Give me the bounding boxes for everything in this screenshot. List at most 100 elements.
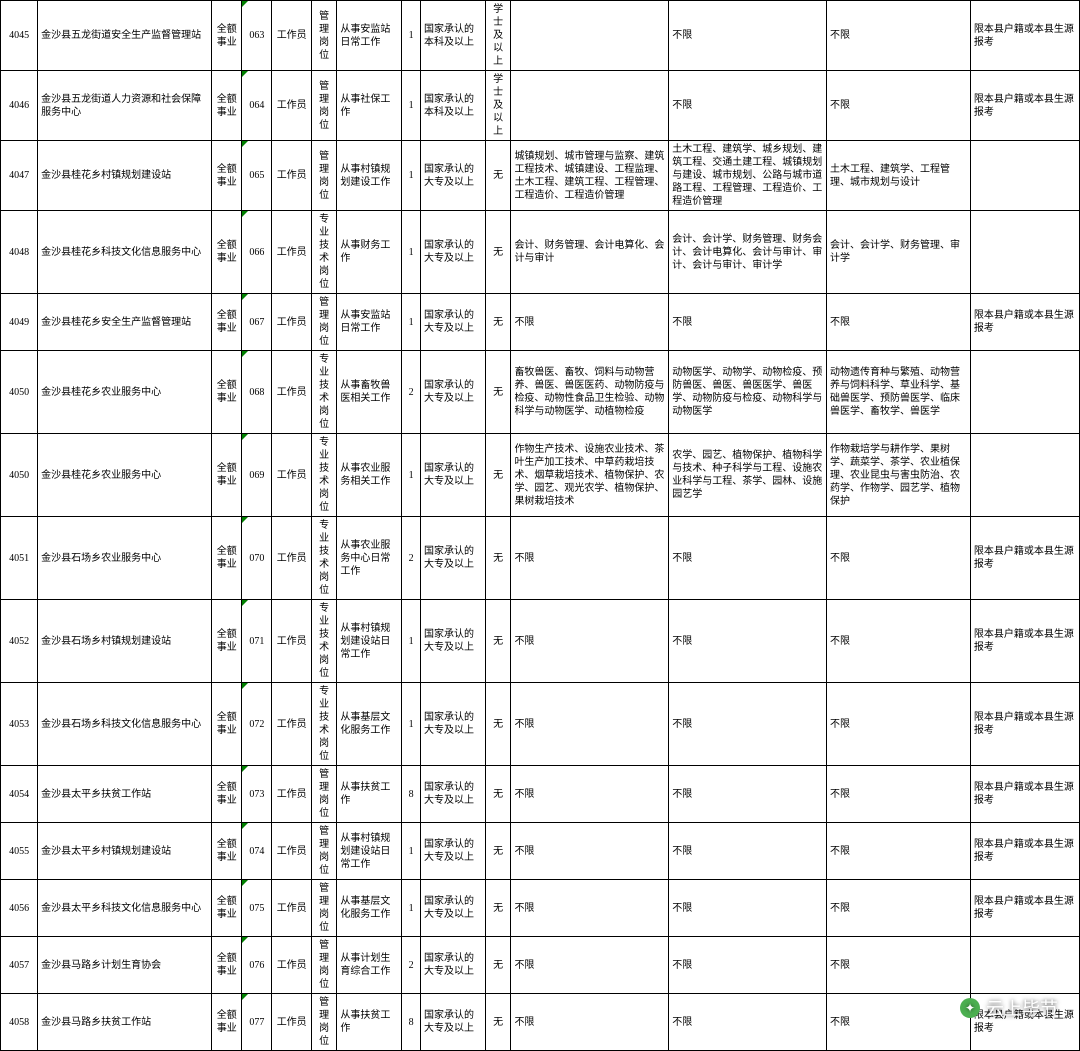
duty-desc: 从事村镇规划建设站日常工作 bbox=[337, 600, 402, 683]
table-row: 4053金沙县石场乡科技文化信息服务中心全额事业072工作员专业技术岗位从事基层… bbox=[1, 683, 1080, 766]
row-id: 4056 bbox=[1, 880, 38, 937]
unit-name: 金沙县石场乡村镇规划建设站 bbox=[38, 600, 212, 683]
post-name: 工作员 bbox=[272, 937, 311, 994]
unit-name: 金沙县桂花乡安全生产监督管理站 bbox=[38, 294, 212, 351]
post-category: 管理岗位 bbox=[311, 880, 337, 937]
post-category: 管理岗位 bbox=[311, 994, 337, 1051]
education-req: 国家承认的大专及以上 bbox=[420, 351, 485, 434]
post-category: 管理岗位 bbox=[311, 294, 337, 351]
post-category: 管理岗位 bbox=[311, 141, 337, 211]
post-name: 工作员 bbox=[272, 517, 311, 600]
remark: 限本县户籍或本县生源报考 bbox=[970, 71, 1079, 141]
post-code: 066 bbox=[242, 211, 272, 294]
table-row: 4051金沙县石场乡农业服务中心全额事业070工作员专业技术岗位从事农业服务中心… bbox=[1, 517, 1080, 600]
duty-desc: 从事财务工作 bbox=[337, 211, 402, 294]
major-req-2: 不限 bbox=[669, 880, 827, 937]
major-req-1: 不限 bbox=[511, 600, 669, 683]
post-category: 管理岗位 bbox=[311, 71, 337, 141]
major-req-3: 不限 bbox=[827, 1, 971, 71]
major-req-3: 会计、会计学、财务管理、审计学 bbox=[827, 211, 971, 294]
degree-req: 无 bbox=[485, 517, 511, 600]
post-name: 工作员 bbox=[272, 1, 311, 71]
funding-type: 全额事业 bbox=[212, 937, 242, 994]
row-id: 4053 bbox=[1, 683, 38, 766]
post-code: 067 bbox=[242, 294, 272, 351]
degree-req: 无 bbox=[485, 766, 511, 823]
major-req-1: 不限 bbox=[511, 294, 669, 351]
duty-desc: 从事基层文化服务工作 bbox=[337, 880, 402, 937]
education-req: 国家承认的大专及以上 bbox=[420, 434, 485, 517]
education-req: 国家承认的本科及以上 bbox=[420, 71, 485, 141]
post-name: 工作员 bbox=[272, 71, 311, 141]
row-id: 4049 bbox=[1, 294, 38, 351]
education-req: 国家承认的大专及以上 bbox=[420, 937, 485, 994]
post-code: 076 bbox=[242, 937, 272, 994]
post-name: 工作员 bbox=[272, 294, 311, 351]
education-req: 国家承认的大专及以上 bbox=[420, 994, 485, 1051]
degree-req: 无 bbox=[485, 600, 511, 683]
unit-name: 金沙县太平乡村镇规划建设站 bbox=[38, 823, 212, 880]
major-req-3: 动物遗传育种与繁殖、动物营养与饲料科学、草业科学、基础兽医学、预防兽医学、临床兽… bbox=[827, 351, 971, 434]
duty-desc: 从事农业服务中心日常工作 bbox=[337, 517, 402, 600]
headcount: 1 bbox=[402, 600, 421, 683]
education-req: 国家承认的大专及以上 bbox=[420, 823, 485, 880]
headcount: 8 bbox=[402, 994, 421, 1051]
post-code: 075 bbox=[242, 880, 272, 937]
remark: 限本县户籍或本县生源报考 bbox=[970, 600, 1079, 683]
funding-type: 全额事业 bbox=[212, 766, 242, 823]
major-req-2: 会计、会计学、财务管理、财务会计、会计电算化、会计与审计、审计、会计与审计、审计… bbox=[669, 211, 827, 294]
table-row: 4052金沙县石场乡村镇规划建设站全额事业071工作员专业技术岗位从事村镇规划建… bbox=[1, 600, 1080, 683]
remark: 限本县户籍或本县生源报考 bbox=[970, 1, 1079, 71]
degree-req: 无 bbox=[485, 351, 511, 434]
major-req-1: 不限 bbox=[511, 823, 669, 880]
post-name: 工作员 bbox=[272, 600, 311, 683]
major-req-2: 不限 bbox=[669, 294, 827, 351]
post-name: 工作员 bbox=[272, 766, 311, 823]
post-name: 工作员 bbox=[272, 994, 311, 1051]
unit-name: 金沙县桂花乡农业服务中心 bbox=[38, 351, 212, 434]
major-req-2: 不限 bbox=[669, 1, 827, 71]
table-row: 4057金沙县马路乡计划生育协会全额事业076工作员管理岗位从事计划生育综合工作… bbox=[1, 937, 1080, 994]
recruitment-table: 4045金沙县五龙街道安全生产监督管理站全额事业063工作员管理岗位从事安监站日… bbox=[0, 0, 1080, 1051]
duty-desc: 从事扶贫工作 bbox=[337, 766, 402, 823]
major-req-3: 不限 bbox=[827, 683, 971, 766]
table-row: 4058金沙县马路乡扶贫工作站全额事业077工作员管理岗位从事扶贫工作8国家承认… bbox=[1, 994, 1080, 1051]
education-req: 国家承认的大专及以上 bbox=[420, 294, 485, 351]
post-name: 工作员 bbox=[272, 880, 311, 937]
funding-type: 全额事业 bbox=[212, 434, 242, 517]
row-id: 4051 bbox=[1, 517, 38, 600]
funding-type: 全额事业 bbox=[212, 211, 242, 294]
post-name: 工作员 bbox=[272, 141, 311, 211]
headcount: 1 bbox=[402, 141, 421, 211]
post-code: 072 bbox=[242, 683, 272, 766]
remark: 限本县户籍或本县生源报考 bbox=[970, 294, 1079, 351]
funding-type: 全额事业 bbox=[212, 351, 242, 434]
duty-desc: 从事基层文化服务工作 bbox=[337, 683, 402, 766]
table-row: 4048金沙县桂花乡科技文化信息服务中心全额事业066工作员专业技术岗位从事财务… bbox=[1, 211, 1080, 294]
post-code: 077 bbox=[242, 994, 272, 1051]
headcount: 1 bbox=[402, 294, 421, 351]
unit-name: 金沙县桂花乡科技文化信息服务中心 bbox=[38, 211, 212, 294]
major-req-1: 畜牧兽医、畜牧、饲料与动物营养、兽医、兽医医药、动物防疫与检疫、动物性食品卫生检… bbox=[511, 351, 669, 434]
major-req-2: 农学、园艺、植物保护、植物科学与技术、种子科学与工程、设施农业科学与工程、茶学、… bbox=[669, 434, 827, 517]
table-row: 4054金沙县太平乡扶贫工作站全额事业073工作员管理岗位从事扶贫工作8国家承认… bbox=[1, 766, 1080, 823]
headcount: 2 bbox=[402, 351, 421, 434]
funding-type: 全额事业 bbox=[212, 517, 242, 600]
table-row: 4046金沙县五龙街道人力资源和社会保障服务中心全额事业064工作员管理岗位从事… bbox=[1, 71, 1080, 141]
post-category: 管理岗位 bbox=[311, 937, 337, 994]
headcount: 1 bbox=[402, 71, 421, 141]
unit-name: 金沙县马路乡计划生育协会 bbox=[38, 937, 212, 994]
major-req-3: 不限 bbox=[827, 766, 971, 823]
row-id: 4048 bbox=[1, 211, 38, 294]
major-req-2: 不限 bbox=[669, 937, 827, 994]
major-req-3: 不限 bbox=[827, 517, 971, 600]
funding-type: 全额事业 bbox=[212, 71, 242, 141]
post-code: 074 bbox=[242, 823, 272, 880]
post-name: 工作员 bbox=[272, 683, 311, 766]
post-category: 管理岗位 bbox=[311, 766, 337, 823]
unit-name: 金沙县石场乡农业服务中心 bbox=[38, 517, 212, 600]
major-req-2: 动物医学、动物学、动物检疫、预防兽医、兽医、兽医医学、兽医学、动物防疫与检疫、动… bbox=[669, 351, 827, 434]
major-req-3: 不限 bbox=[827, 880, 971, 937]
post-name: 工作员 bbox=[272, 211, 311, 294]
post-category: 专业技术岗位 bbox=[311, 683, 337, 766]
